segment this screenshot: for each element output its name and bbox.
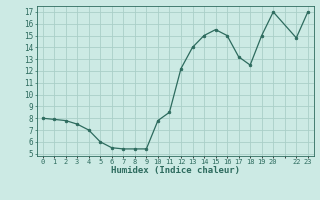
X-axis label: Humidex (Indice chaleur): Humidex (Indice chaleur) (111, 166, 240, 175)
